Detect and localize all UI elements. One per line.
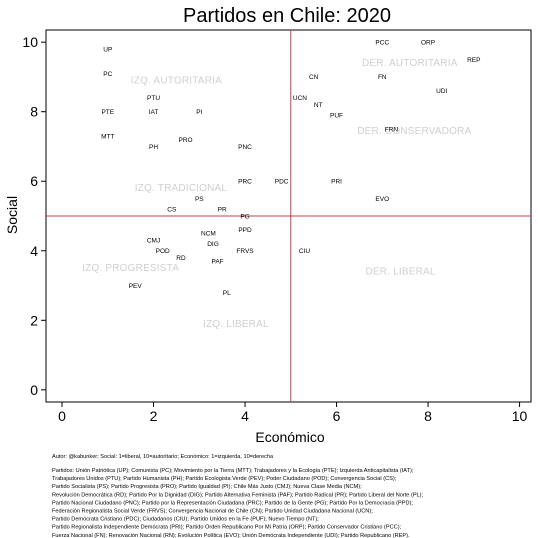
party-point: PC — [103, 71, 112, 78]
region-label: IZQ. TRADICIONAL — [135, 183, 228, 194]
party-point: PTE — [101, 109, 114, 116]
region-label: IZQ. LIBERAL — [203, 319, 269, 330]
party-point: DIG — [207, 241, 219, 248]
x-tick-label: 0 — [58, 408, 66, 424]
footer-author: Autor: @kabunker; Social: 1=liberal, 10=… — [52, 454, 274, 460]
party-point: CS — [167, 206, 177, 213]
footer-legend-line: Partido Socialista (PS); Partido Progres… — [52, 484, 362, 490]
region-label: IZQ. AUTORITARIA — [131, 75, 222, 86]
party-point: PG — [240, 213, 249, 220]
party-point: PRI — [331, 179, 342, 186]
party-point: FRN — [385, 126, 399, 133]
region-label: DER. AUTORITARIA — [362, 58, 458, 69]
footer-legend-line: Partido Demócrata Cristiano (PDC); Ciuda… — [52, 517, 319, 523]
party-point: ORP — [421, 39, 435, 46]
plot-area: IZQ. AUTORITARIA DER. AUTORITARIA DER. CON… — [22, 29, 532, 424]
y-tick-label: 4 — [30, 243, 38, 259]
footer-legend-line: Partido Regionalista Independiente Demóc… — [52, 525, 402, 531]
x-axis-title: Económico — [255, 429, 324, 445]
party-point: IAT — [149, 109, 159, 116]
party-point: PRC — [238, 179, 252, 186]
party-point: PR — [218, 206, 227, 213]
footer-legend-line: Partidos: Unión Patriótica (UP); Comunis… — [52, 468, 414, 474]
y-tick-label: 8 — [30, 104, 38, 120]
region-label: IZQ. PROGRESISTA — [82, 263, 179, 274]
party-point: CIU — [299, 248, 311, 255]
region-label: DER. LIBERAL — [365, 267, 435, 278]
party-point: RD — [176, 255, 186, 262]
y-tick-label: 2 — [30, 312, 38, 328]
party-point: NCM — [201, 231, 216, 238]
party-point: CMJ — [147, 238, 160, 245]
party-point: PUF — [330, 112, 343, 119]
party-point: PCC — [375, 39, 389, 46]
party-point: EVO — [375, 196, 389, 203]
x-tick-label: 6 — [333, 408, 341, 424]
party-point: PEV — [129, 283, 143, 290]
party-point: POD — [156, 248, 170, 255]
y-tick-label: 10 — [22, 34, 38, 50]
party-point: REP — [467, 57, 480, 64]
party-point: PNC — [238, 144, 252, 151]
party-point: PH — [149, 144, 158, 151]
footer-legend-line: Federación Regionalista Social Verde (FR… — [52, 509, 373, 515]
footer-notes: Autor: @kabunker; Social: 1=liberal, 10=… — [52, 454, 424, 538]
footer-legend-line: Revolución Democrática (RD); Partido Por… — [52, 492, 424, 498]
footer-legend-line: Trabajadores Unidos (PTU); Partido Human… — [52, 476, 397, 482]
chart-title: Partidos en Chile: 2020 — [183, 5, 391, 27]
footer-legend-line: Fuerza Nacional (FN); Renovación Naciona… — [52, 533, 410, 538]
party-point: PS — [195, 196, 204, 203]
y-tick-label: 6 — [30, 173, 38, 189]
party-point: UDI — [436, 88, 447, 95]
party-point: FN — [378, 74, 387, 81]
region-label: DER. CONSERVADORA — [357, 126, 471, 137]
party-point: PPD — [238, 227, 252, 234]
party-point: PRO — [179, 137, 193, 144]
party-point: CN — [309, 74, 319, 81]
party-point: UCN — [293, 95, 307, 102]
x-tick-label: 8 — [424, 408, 432, 424]
party-point: PTU — [147, 95, 160, 102]
party-point: PI — [196, 109, 202, 116]
y-tick-label: 0 — [30, 382, 38, 398]
party-point: MTT — [101, 133, 114, 140]
y-axis-title: Social — [4, 196, 20, 234]
party-point: NT — [314, 102, 323, 109]
x-tick-label: 4 — [241, 408, 249, 424]
x-tick-label: 2 — [150, 408, 158, 424]
party-point: PL — [223, 290, 231, 297]
party-point: PDC — [275, 179, 289, 186]
party-point: PAF — [211, 258, 223, 265]
footer-legend-line: Partido Nacional Ciudadano (PNC); Partid… — [52, 500, 413, 506]
party-point: UP — [103, 46, 112, 53]
party-point: FRVS — [236, 248, 254, 255]
x-tick-label: 10 — [512, 408, 528, 424]
